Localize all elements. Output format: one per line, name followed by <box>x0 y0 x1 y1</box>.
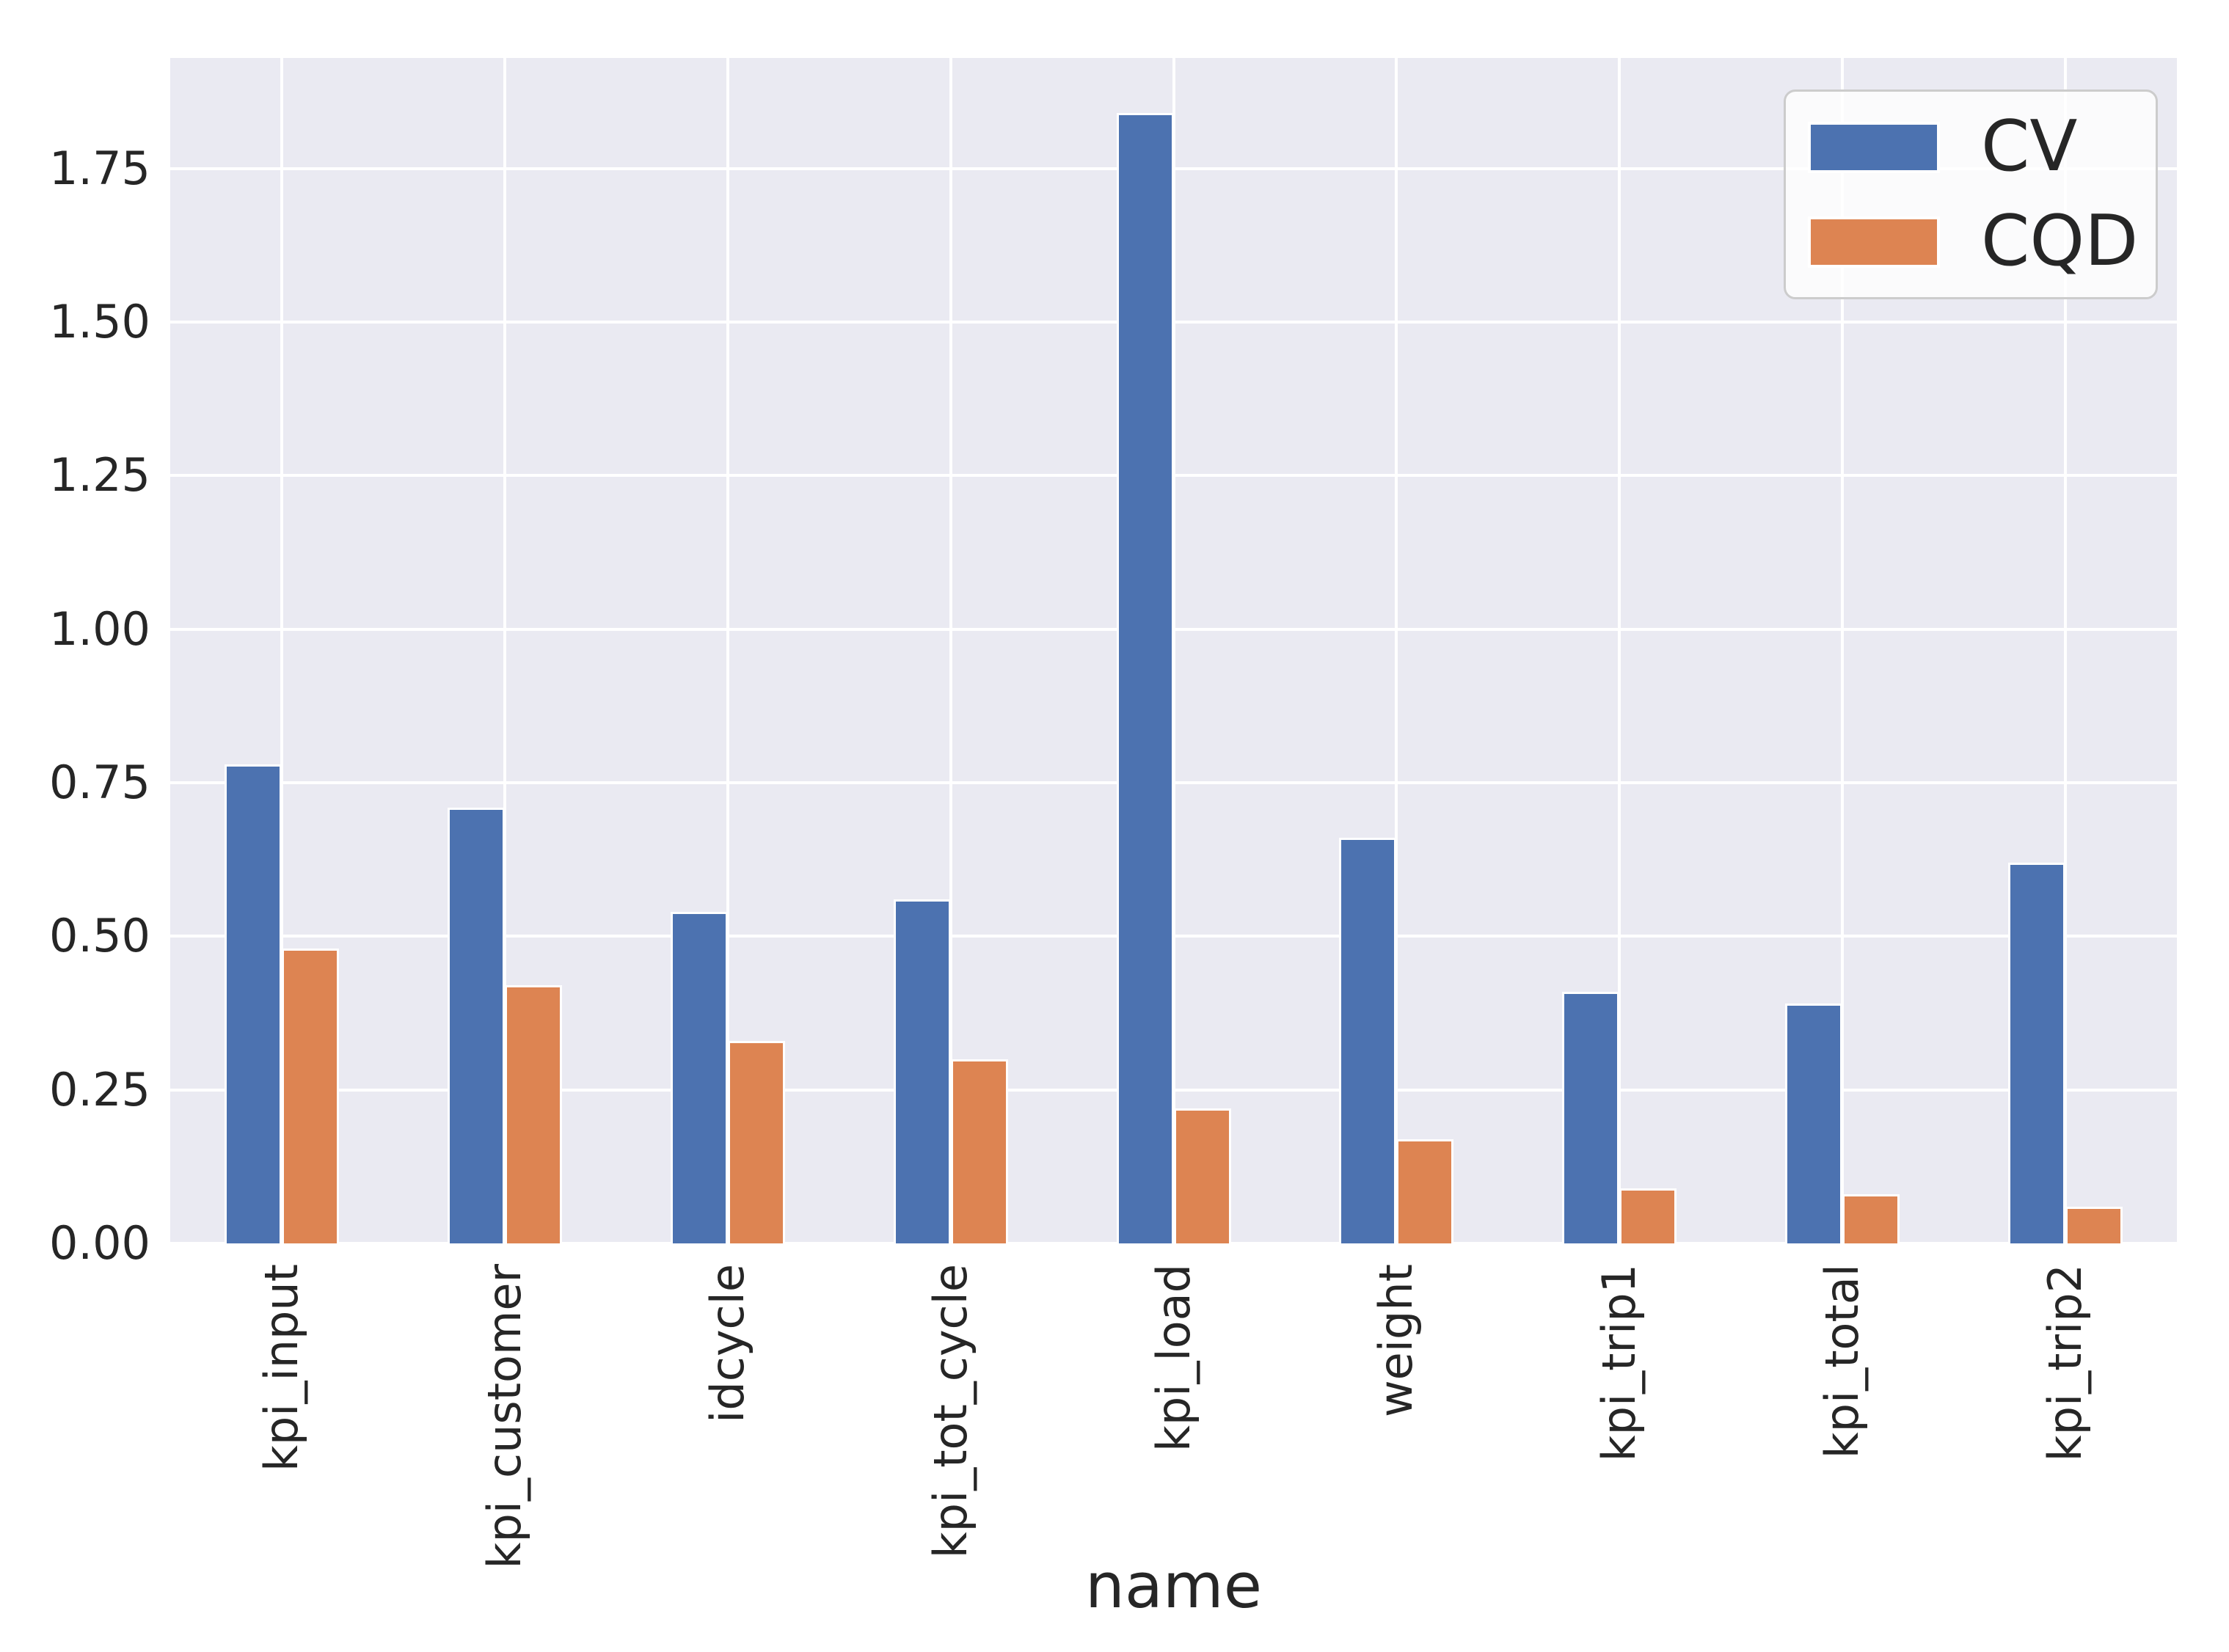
gridline-x <box>1841 58 1845 1243</box>
y-tick-label: 1.75 <box>48 141 150 195</box>
bar-cqd-kpi_trip2 <box>2065 1207 2123 1243</box>
gridline-x <box>1395 58 1398 1243</box>
x-tick-label: weight <box>1369 1264 1423 1418</box>
bar-cqd-kpi_trip1 <box>1619 1188 1677 1243</box>
legend-label-cqd: CQD <box>1981 201 2139 282</box>
x-axis-title: name <box>1084 1550 1263 1623</box>
y-tick-label: 1.50 <box>48 295 150 349</box>
bar-cv-weight <box>1339 838 1397 1243</box>
gridline-x <box>2064 58 2068 1243</box>
bar-cqd-kpi_load <box>1173 1108 1231 1243</box>
legend-label-cv: CV <box>1981 106 2078 187</box>
gridline-x <box>280 58 283 1243</box>
gridline-x <box>503 58 506 1243</box>
x-tick-label: kpi_tot_cycle <box>923 1264 977 1559</box>
bar-cv-kpi_customer <box>447 808 505 1243</box>
gridline-x <box>726 58 729 1243</box>
cv-swatch-icon <box>1808 121 1940 173</box>
bar-cv-kpi_tot_cycle <box>893 899 951 1243</box>
bar-cv-kpi_load <box>1116 113 1174 1243</box>
x-tick-label: kpi_total <box>1815 1264 1869 1459</box>
legend-item-cv: CV <box>1808 112 2134 182</box>
x-tick-label: idcycle <box>700 1264 754 1423</box>
bar-cv-kpi_input <box>224 764 282 1243</box>
gridline-x <box>949 58 952 1243</box>
bar-cqd-weight <box>1396 1139 1454 1243</box>
y-tick-label: 0.50 <box>48 909 150 963</box>
bar-cqd-kpi_total <box>1842 1194 1900 1243</box>
x-tick-label: kpi_trip1 <box>1592 1264 1646 1462</box>
bar-cv-kpi_trip1 <box>1562 992 1620 1243</box>
y-tick-label: 1.00 <box>48 602 150 656</box>
bar-cqd-kpi_customer <box>504 985 562 1243</box>
bar-cv-idcycle <box>670 912 728 1243</box>
legend: CV CQD <box>1784 89 2158 299</box>
bar-cqd-idcycle <box>727 1041 785 1243</box>
bar-cqd-kpi_tot_cycle <box>950 1059 1008 1243</box>
cqd-swatch-icon <box>1808 216 1940 268</box>
y-tick-label: 0.25 <box>48 1062 150 1116</box>
x-tick-label: kpi_customer <box>477 1264 531 1569</box>
x-tick-label: kpi_trip2 <box>2038 1264 2093 1462</box>
gridline-x <box>1172 58 1175 1243</box>
x-tick-label: kpi_input <box>254 1264 308 1472</box>
bar-cv-kpi_total <box>1785 1004 1843 1243</box>
gridline-x <box>1618 58 1621 1243</box>
legend-item-cqd: CQD <box>1808 207 2138 277</box>
x-tick-label: kpi_load <box>1146 1264 1200 1452</box>
bar-cv-kpi_trip2 <box>2008 863 2066 1243</box>
y-tick-label: 0.00 <box>48 1216 150 1270</box>
y-tick-label: 1.25 <box>48 448 150 502</box>
bar-cqd-kpi_input <box>281 949 339 1243</box>
y-tick-label: 0.75 <box>48 756 150 810</box>
